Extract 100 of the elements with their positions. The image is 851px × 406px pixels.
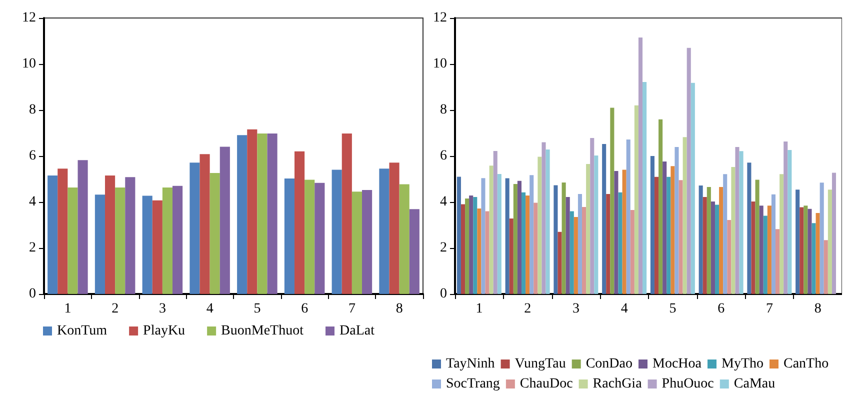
bar bbox=[594, 156, 598, 294]
bar bbox=[796, 190, 800, 294]
bar bbox=[780, 174, 784, 294]
bar bbox=[606, 194, 610, 294]
bar bbox=[542, 142, 546, 294]
bar bbox=[473, 196, 478, 294]
bar bbox=[630, 210, 634, 294]
bar bbox=[751, 202, 756, 294]
legend-label: ConDao bbox=[586, 356, 633, 372]
x-tick-label: 8 bbox=[814, 302, 822, 316]
x-tick-label: 3 bbox=[572, 302, 580, 316]
y-tick-label: 2 bbox=[29, 240, 36, 256]
bar bbox=[497, 174, 502, 294]
bar bbox=[115, 188, 126, 294]
bar bbox=[670, 166, 675, 294]
bar bbox=[521, 192, 526, 294]
bar bbox=[638, 38, 643, 294]
y-tick-label: 0 bbox=[29, 286, 36, 302]
bar bbox=[314, 182, 325, 294]
bar bbox=[626, 139, 630, 294]
bar bbox=[570, 211, 574, 294]
bar bbox=[534, 202, 538, 294]
bar bbox=[690, 82, 695, 294]
bar bbox=[505, 178, 510, 294]
x-tick-label: 7 bbox=[348, 302, 356, 316]
y-tick-label: 2 bbox=[440, 240, 447, 256]
bar bbox=[739, 151, 744, 294]
legend-label: PlayKu bbox=[143, 324, 186, 338]
x-tick-label: 2 bbox=[524, 302, 532, 316]
y-tick-label: 4 bbox=[440, 194, 447, 210]
y-tick-label: 6 bbox=[29, 148, 36, 164]
bar bbox=[200, 154, 210, 294]
legend-label: DaLat bbox=[340, 324, 375, 338]
x-tick-label: 6 bbox=[718, 302, 725, 316]
bar bbox=[142, 196, 152, 294]
bar bbox=[614, 170, 618, 294]
bar bbox=[342, 133, 352, 294]
bar bbox=[477, 208, 482, 294]
bar bbox=[210, 173, 220, 294]
bar bbox=[294, 151, 305, 294]
bar bbox=[362, 190, 372, 294]
bar bbox=[284, 178, 294, 294]
bar bbox=[698, 185, 703, 294]
x-tick-label: 1 bbox=[476, 302, 483, 316]
bar bbox=[784, 142, 788, 294]
bar bbox=[379, 168, 390, 294]
bar bbox=[719, 187, 724, 294]
legend-label: KonTum bbox=[57, 324, 108, 338]
bar bbox=[399, 184, 410, 294]
bar bbox=[469, 196, 474, 294]
legend-label: VungTau bbox=[514, 356, 566, 372]
bar bbox=[517, 180, 522, 294]
bar bbox=[763, 216, 768, 294]
bar bbox=[389, 162, 400, 294]
bar bbox=[247, 129, 258, 294]
x-tick-label: 5 bbox=[254, 302, 261, 316]
bar bbox=[94, 194, 105, 294]
bar bbox=[104, 176, 116, 294]
legend-label: SocTrang bbox=[446, 376, 500, 392]
bar bbox=[788, 150, 792, 294]
x-tick-label: 6 bbox=[301, 302, 308, 316]
legend-label: TayNinh bbox=[446, 356, 495, 372]
bar bbox=[828, 190, 832, 294]
bar bbox=[610, 108, 614, 294]
bar bbox=[562, 182, 566, 294]
bar bbox=[68, 188, 78, 294]
bar bbox=[816, 213, 820, 294]
bar bbox=[812, 223, 816, 294]
x-tick-label: 1 bbox=[64, 302, 72, 316]
bar bbox=[650, 156, 654, 294]
bar bbox=[578, 194, 582, 294]
bar bbox=[489, 166, 494, 294]
bar bbox=[509, 218, 514, 294]
bar bbox=[674, 147, 679, 294]
bar bbox=[686, 48, 691, 294]
bar bbox=[642, 82, 647, 294]
bar bbox=[456, 176, 461, 294]
bar bbox=[513, 184, 518, 294]
x-tick-label: 3 bbox=[158, 302, 166, 316]
bar bbox=[590, 138, 594, 294]
bar bbox=[58, 168, 68, 294]
bar bbox=[481, 178, 486, 294]
bar bbox=[710, 202, 715, 294]
bar bbox=[304, 180, 315, 294]
bar bbox=[776, 229, 780, 294]
x-tick-label: 8 bbox=[396, 302, 403, 316]
y-tick-label: 4 bbox=[29, 194, 36, 210]
bar bbox=[332, 170, 342, 294]
bar bbox=[460, 204, 466, 294]
bar bbox=[662, 162, 667, 294]
bar bbox=[755, 180, 760, 294]
bar bbox=[654, 176, 659, 294]
bar bbox=[566, 196, 570, 294]
bar bbox=[493, 150, 498, 294]
bar bbox=[220, 146, 230, 294]
y-tick-label: 6 bbox=[440, 148, 447, 164]
bar bbox=[747, 162, 752, 294]
bar bbox=[465, 198, 470, 294]
bar bbox=[267, 133, 278, 294]
bar bbox=[759, 206, 764, 294]
